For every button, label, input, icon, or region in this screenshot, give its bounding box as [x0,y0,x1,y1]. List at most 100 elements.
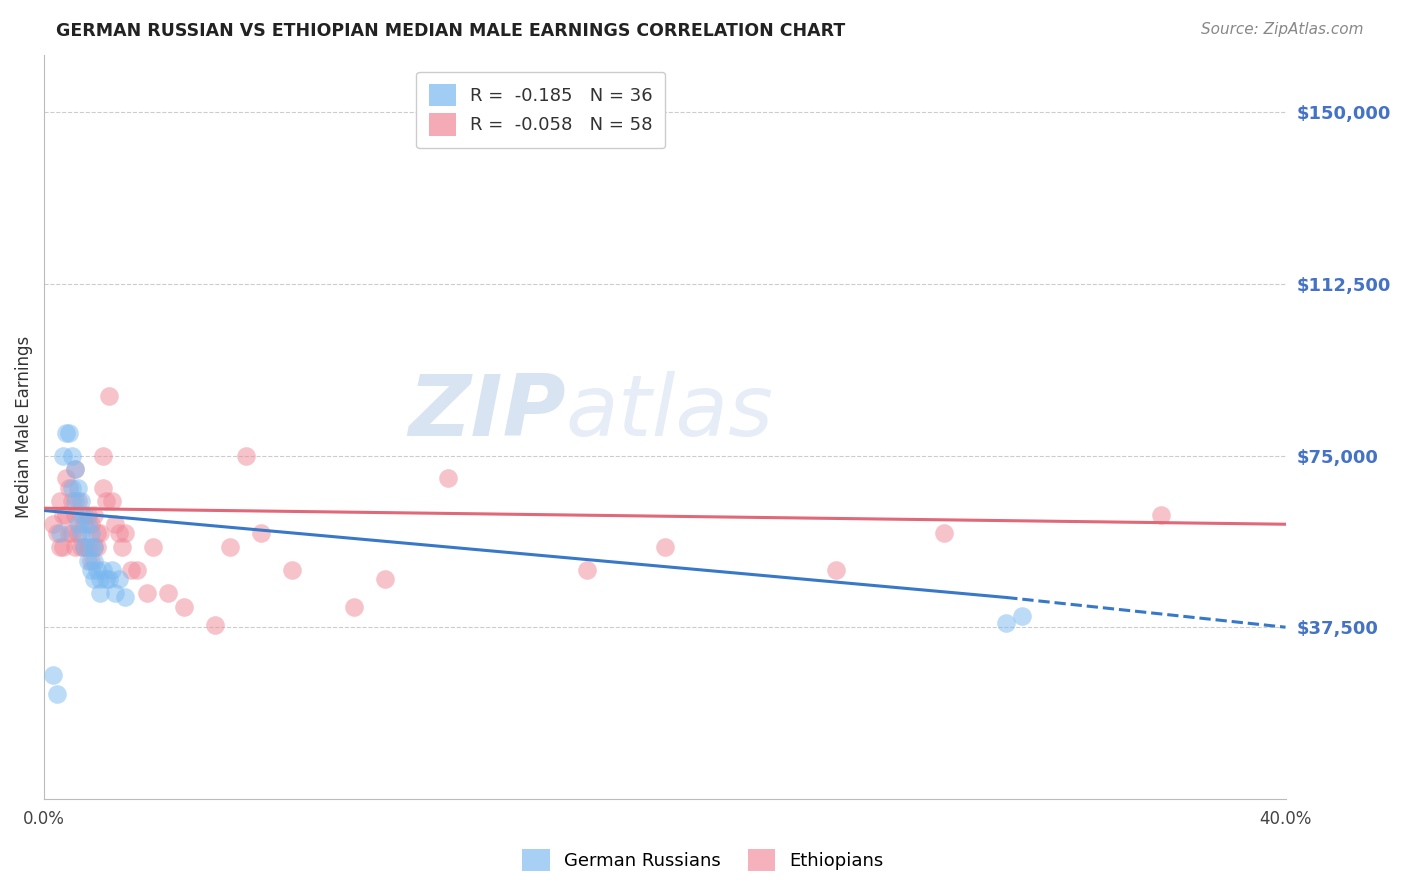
Point [70,494,93,508]
Point [654,540,676,554]
Point [343,599,366,614]
Point [79,540,101,554]
Point [67,526,90,541]
Point [932,526,955,541]
Point [219,540,242,554]
Point [91,563,114,577]
Point [98,389,121,403]
Point [60,526,83,541]
Point [70,526,93,541]
Point [142,540,165,554]
Point [111,540,134,554]
Point [63,508,86,522]
Point [76,517,98,532]
Point [83,572,105,586]
Point [79,517,101,532]
Point [96,494,118,508]
Point [157,586,180,600]
Point [60,494,83,508]
Point [281,563,304,577]
Point [135,586,157,600]
Point [995,615,1018,630]
Point [1011,608,1033,623]
Point [55,471,77,485]
Point [58,425,80,440]
Point [114,526,136,541]
Text: Source: ZipAtlas.com: Source: ZipAtlas.com [1201,22,1364,37]
Point [70,540,93,554]
Point [204,618,226,632]
Point [42,668,65,682]
Point [67,517,90,532]
Legend: German Russians, Ethiopians: German Russians, Ethiopians [515,842,891,879]
Point [79,554,101,568]
Point [67,481,90,495]
Point [52,508,75,522]
Point [45,687,67,701]
Point [73,517,96,532]
Point [83,540,105,554]
Point [91,481,114,495]
Text: atlas: atlas [565,370,773,454]
Point [104,517,127,532]
Point [89,572,111,586]
Point [250,526,273,541]
Point [86,540,108,554]
Point [45,526,67,541]
Point [42,517,65,532]
Point [86,526,108,541]
Point [89,586,111,600]
Point [86,563,108,577]
Text: GERMAN RUSSIAN VS ETHIOPIAN MEDIAN MALE EARNINGS CORRELATION CHART: GERMAN RUSSIAN VS ETHIOPIAN MEDIAN MALE … [56,22,845,40]
Point [101,494,124,508]
Point [58,526,80,541]
Point [235,449,257,463]
Point [67,494,90,508]
Point [48,526,70,541]
Point [107,526,129,541]
Point [63,462,86,476]
Point [83,554,105,568]
Point [76,554,98,568]
Point [63,540,86,554]
Point [96,572,118,586]
Point [79,526,101,541]
Point [83,508,105,522]
Point [104,586,127,600]
Point [76,540,98,554]
Point [127,563,149,577]
Point [576,563,599,577]
Point [58,481,80,495]
Point [73,508,96,522]
Y-axis label: Median Male Earnings: Median Male Earnings [15,336,32,518]
Point [107,572,129,586]
Point [63,462,86,476]
Point [55,425,77,440]
Point [114,591,136,605]
Point [120,563,142,577]
Point [60,449,83,463]
Point [91,449,114,463]
Point [52,449,75,463]
Point [173,599,195,614]
Point [374,572,396,586]
Point [76,508,98,522]
Point [48,494,70,508]
Point [55,508,77,522]
Point [48,540,70,554]
Point [83,540,105,554]
Legend: R =  -0.185   N = 36, R =  -0.058   N = 58: R = -0.185 N = 36, R = -0.058 N = 58 [416,71,665,148]
Point [824,563,846,577]
Point [73,540,96,554]
Point [79,563,101,577]
Point [70,508,93,522]
Point [1150,508,1173,522]
Point [63,494,86,508]
Point [89,526,111,541]
Text: ZIP: ZIP [408,370,565,454]
Point [60,481,83,495]
Point [436,471,458,485]
Point [98,572,121,586]
Point [101,563,124,577]
Point [52,540,75,554]
